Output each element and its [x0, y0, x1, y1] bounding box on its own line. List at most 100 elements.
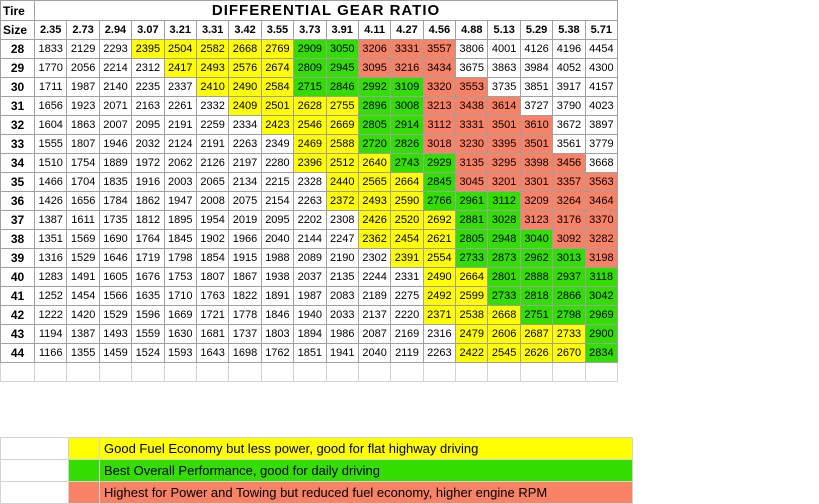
- rpm-cell: 2062: [163, 153, 197, 173]
- rpm-cell: 2263: [422, 343, 457, 363]
- rpm-cell: 2372: [325, 191, 359, 211]
- rpm-cell: 2332: [195, 96, 230, 116]
- rpm-cell: 3984: [519, 58, 554, 78]
- rpm-cell: 3668: [584, 153, 619, 173]
- rpm-cell: 3395: [487, 134, 521, 154]
- rpm-cell: 1387: [66, 324, 100, 344]
- rpm-cell: 2134: [228, 172, 262, 192]
- rpm-cell: 1166: [33, 343, 68, 363]
- legend-item: Good Fuel Economy but less power, good f…: [0, 437, 633, 460]
- rpm-cell: 2846: [325, 77, 359, 97]
- rpm-cell: 1986: [325, 324, 359, 344]
- empty-cell: [293, 362, 327, 382]
- rpm-cell: 2834: [584, 343, 619, 363]
- rpm-cell: 2945: [325, 58, 359, 78]
- rpm-cell: 4157: [584, 77, 619, 97]
- rpm-cell: 2546: [293, 115, 327, 135]
- rpm-cell: 2032: [131, 134, 165, 154]
- empty-cell: [131, 362, 165, 382]
- rpm-cell: 2089: [293, 248, 327, 268]
- rpm-cell: 3320: [422, 77, 457, 97]
- rpm-cell: 2040: [260, 229, 295, 249]
- rpm-cell: 3331: [455, 115, 489, 135]
- legend-spacer: [0, 437, 69, 460]
- rpm-cell: 2214: [98, 58, 133, 78]
- empty-cell: [260, 362, 295, 382]
- legend-table: Good Fuel Economy but less power, good f…: [0, 437, 633, 504]
- rpm-cell: 3806: [455, 39, 489, 59]
- empty-cell: [33, 362, 68, 382]
- rpm-cell: 2501: [260, 96, 295, 116]
- rpm-cell: 1222: [33, 305, 68, 325]
- tire-size: 36: [0, 191, 35, 211]
- rpm-cell: 3398: [519, 153, 554, 173]
- rpm-cell: 2349: [260, 134, 295, 154]
- rpm-cell: 2019: [228, 210, 262, 230]
- empty-cell: [552, 362, 586, 382]
- rpm-cell: 1690: [98, 229, 133, 249]
- rpm-cell: 1947: [163, 191, 197, 211]
- rpm-cell: 2124: [163, 134, 197, 154]
- rpm-cell: 1459: [98, 343, 133, 363]
- rpm-cell: 3501: [519, 134, 554, 154]
- rpm-cell: 2244: [357, 267, 392, 287]
- table-row: 41 1252 1454 1566 1635 1710 1763 1822 1891 1987 20…: [0, 286, 619, 306]
- rpm-cell: 1987: [293, 286, 327, 306]
- rpm-cell: 1889: [98, 153, 133, 173]
- rpm-cell: 1784: [98, 191, 133, 211]
- rpm-cell: 4126: [519, 39, 554, 59]
- rpm-cell: 2280: [260, 153, 295, 173]
- rpm-cell: 2670: [552, 343, 586, 363]
- rpm-cell: 1946: [98, 134, 133, 154]
- rpm-cell: 1698: [228, 343, 262, 363]
- rpm-cell: 4454: [584, 39, 619, 59]
- table-row: 36 1426 1656 1784 1862 1947 2008 2075 2154 2263 23…: [0, 191, 619, 211]
- rpm-cell: 2640: [357, 153, 392, 173]
- rpm-cell: 3557: [422, 39, 457, 59]
- rpm-cell: 3264: [552, 191, 586, 211]
- rpm-cell: 2007: [98, 115, 133, 135]
- rpm-cell: 2554: [422, 248, 457, 268]
- rpm-cell: 3357: [552, 172, 586, 192]
- table-row: 39 1316 1529 1646 1719 1798 1854 1915 1988 2089 21…: [0, 248, 619, 268]
- rpm-cell: 2909: [293, 39, 327, 59]
- rpm-cell: 1721: [195, 305, 230, 325]
- ratio-header: 5.29: [519, 20, 554, 40]
- rpm-cell: 2692: [422, 210, 457, 230]
- rpm-cell: 2590: [390, 191, 424, 211]
- rpm-cell: 2454: [390, 229, 424, 249]
- rpm-cell: 2140: [98, 77, 133, 97]
- rpm-cell: 1735: [98, 210, 133, 230]
- rpm-cell: 2426: [357, 210, 392, 230]
- legend-label: Good Fuel Economy but less power, good f…: [99, 437, 633, 460]
- gear-ratio-sheet: Tire DIFFERENTIAL GEAR RATIO Size 2.35 2.…: [0, 0, 619, 382]
- size-header: Size: [0, 20, 35, 40]
- empty-cell: [357, 362, 392, 382]
- rpm-cell: 1966: [228, 229, 262, 249]
- rpm-cell: 3610: [519, 115, 554, 135]
- rpm-cell: 1770: [33, 58, 68, 78]
- rpm-cell: 2163: [131, 96, 165, 116]
- rpm-cell: 2395: [131, 39, 165, 59]
- rpm-cell: 3897: [584, 115, 619, 135]
- legend-swatch: [68, 459, 100, 482]
- rpm-cell: 4300: [584, 58, 619, 78]
- rpm-cell: 2056: [66, 58, 100, 78]
- ratio-header: 5.71: [584, 20, 619, 40]
- rpm-cell: 3095: [357, 58, 392, 78]
- tire-size: 40: [0, 267, 35, 287]
- rpm-cell: 2961: [455, 191, 489, 211]
- rpm-cell: 2247: [325, 229, 359, 249]
- rpm-cell: 2937: [552, 267, 586, 287]
- rpm-cell: 2040: [357, 343, 392, 363]
- rpm-cell: 3917: [552, 77, 586, 97]
- tire-size: 33: [0, 134, 35, 154]
- tire-size: 31: [0, 96, 35, 116]
- rpm-cell: 3501: [487, 115, 521, 135]
- ratio-header: 3.21: [163, 20, 197, 40]
- rpm-cell: 2798: [552, 305, 586, 325]
- rpm-cell: 3042: [584, 286, 619, 306]
- rpm-cell: 1891: [260, 286, 295, 306]
- rpm-cell: 2687: [519, 324, 554, 344]
- rpm-cell: 1753: [163, 267, 197, 287]
